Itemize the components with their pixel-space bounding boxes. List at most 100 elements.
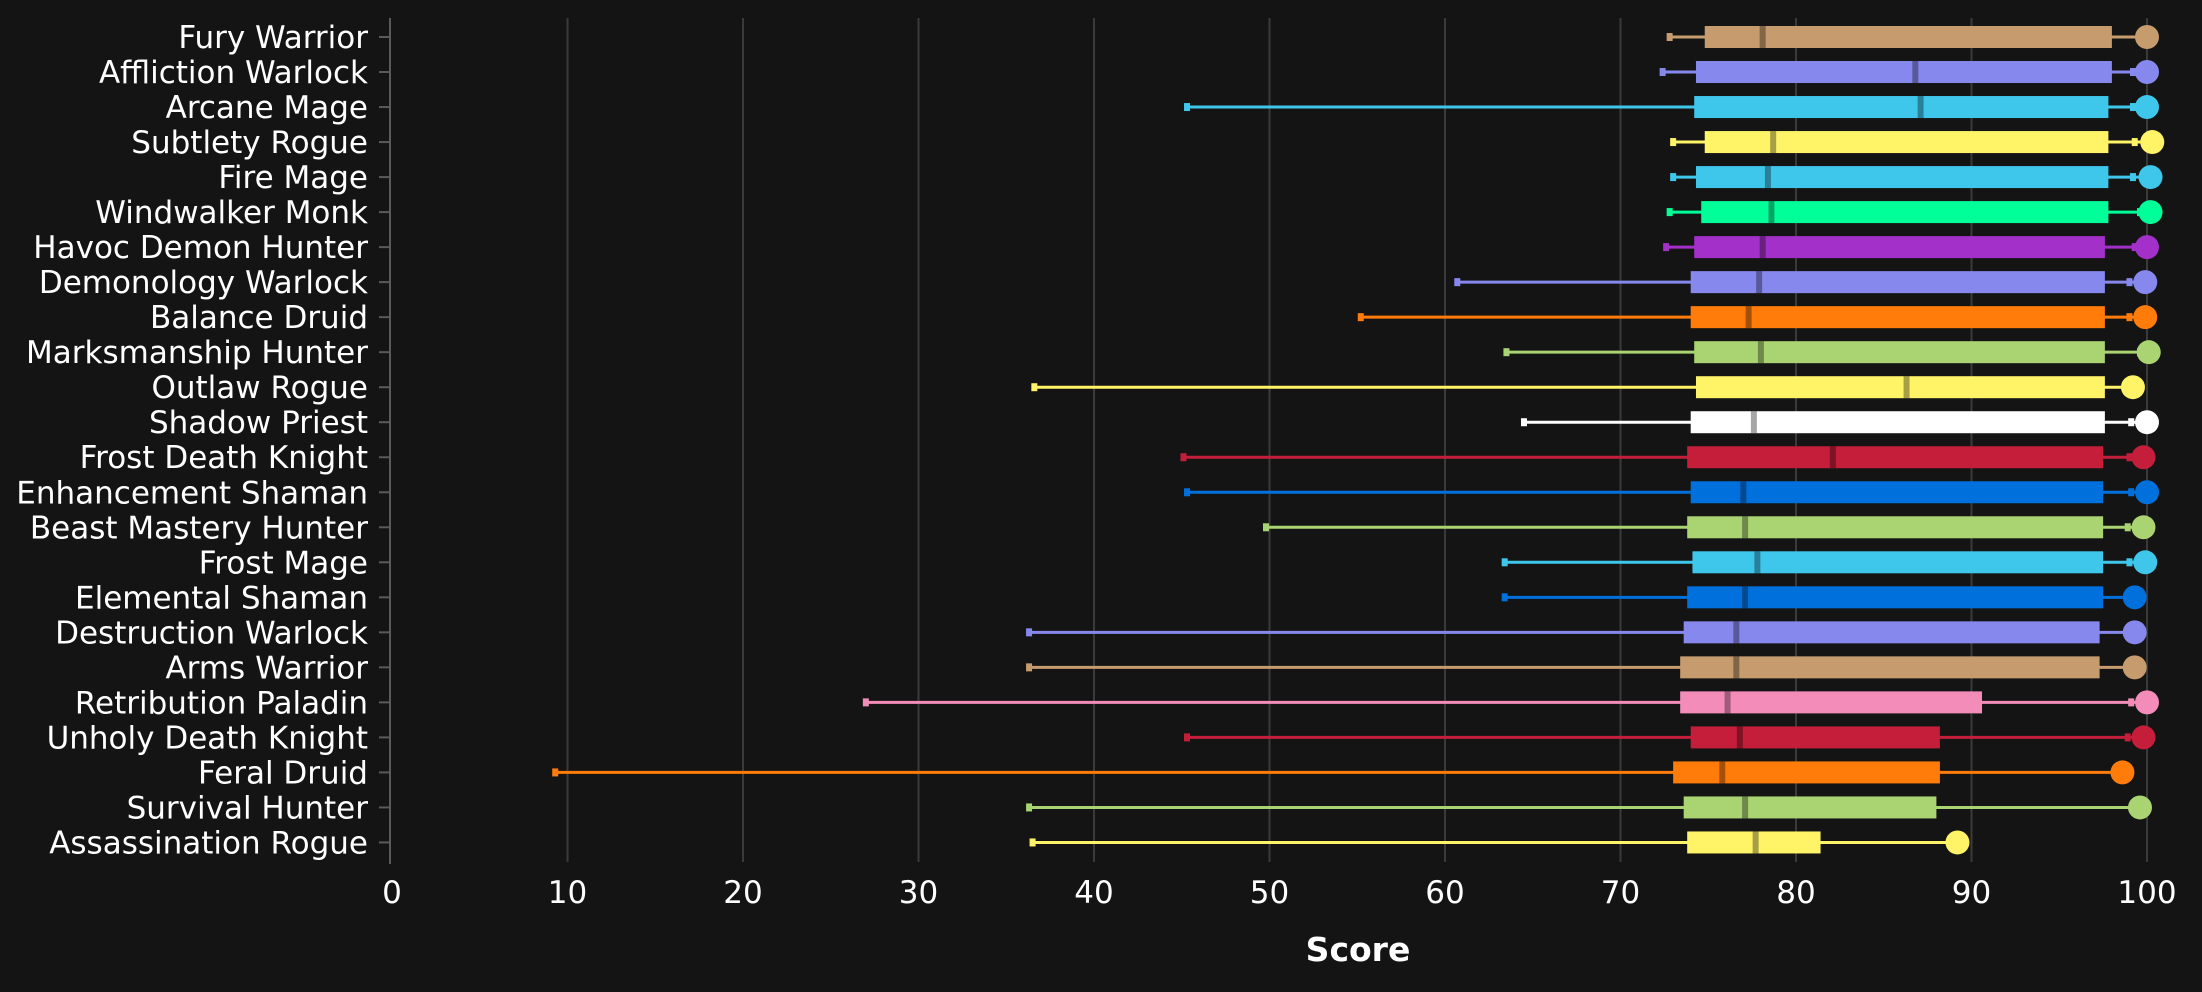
min-cap-shadow-priest [1520,418,1527,427]
min-cap-havoc-demon-hunter [1663,243,1670,252]
box-fury-warrior [1666,25,2159,49]
box-beast-mastery-hunter [1262,515,2156,540]
iqr-box-arms-warrior [1680,656,2100,679]
box-subtlety-rogue [1670,130,2165,155]
category-label-retribution-paladin: Retribution Paladin [75,685,368,721]
max-dot-outlaw-rogue [2120,375,2145,400]
high-cap-unholy-death-knight [2124,733,2131,742]
box-elemental-shaman [1501,585,2147,610]
median-arms-warrior [1733,656,1740,679]
box-feral-druid [552,760,2135,785]
category-label-assassination-rogue: Assassination Rogue [49,825,368,861]
box-retribution-paladin [862,690,2159,715]
x-tick-labels: 0 10 20 30 40 50 60 70 80 90 100 [382,875,2176,911]
max-dot-demonology-warlock [2133,270,2158,295]
x-tick-label-0: 0 [382,875,402,911]
category-label-affliction-warlock: Affliction Warlock [99,55,368,91]
box-survival-hunter [1026,795,2152,820]
median-shadow-priest [1750,411,1757,434]
median-outlaw-rogue [1903,376,1910,399]
median-subtlety-rogue [1770,131,1777,154]
min-cap-destruction-warlock [1026,628,1033,637]
grid-lines [566,18,2148,862]
median-affliction-warlock [1912,61,1919,84]
max-dot-arcane-mage [2135,95,2159,120]
min-cap-fire-mage [1670,173,1677,182]
median-retribution-paladin [1724,691,1731,714]
min-cap-beast-mastery-hunter [1262,523,1269,532]
box-windwalker-monk [1666,200,2163,225]
x-tick-label-90: 90 [1952,875,1991,911]
iqr-box-beast-mastery-hunter [1687,516,2104,539]
iqr-box-destruction-warlock [1683,621,2100,644]
iqr-box-arcane-mage [1694,96,2109,119]
median-demonology-warlock [1756,271,1763,294]
category-label-arcane-mage: Arcane Mage [166,90,368,126]
median-assassination-rogue [1752,831,1759,854]
category-label-destruction-warlock: Destruction Warlock [55,615,368,651]
box-balance-druid [1357,305,2158,330]
box-enhancement-shaman [1184,480,2159,505]
min-cap-frost-death-knight [1180,453,1187,462]
min-cap-elemental-shaman [1501,593,1508,602]
max-dot-windwalker-monk [2138,200,2163,225]
iqr-box-elemental-shaman [1687,586,2104,609]
boxes [552,25,2165,855]
category-label-arms-warrior: Arms Warrior [165,650,368,686]
min-cap-marksmanship-hunter [1503,348,1510,357]
median-unholy-death-knight [1736,726,1743,749]
max-dot-frost-mage [2133,550,2158,575]
min-cap-demonology-warlock [1454,278,1461,287]
max-dot-fury-warrior [2135,25,2159,49]
iqr-box-balance-druid [1690,306,2105,329]
category-label-outlaw-rogue: Outlaw Rogue [151,370,368,406]
x-tick-label-60: 60 [1425,875,1464,911]
x-tick-label-30: 30 [899,875,938,911]
max-dot-arms-warrior [2122,655,2147,680]
category-label-fury-warrior: Fury Warrior [178,20,368,56]
min-cap-frost-mage [1501,558,1508,567]
iqr-box-subtlety-rogue [1704,131,2109,154]
iqr-box-assassination-rogue [1687,831,1821,854]
min-cap-windwalker-monk [1666,208,1673,217]
max-dot-unholy-death-knight [2131,725,2156,750]
median-marksmanship-hunter [1757,341,1764,364]
min-cap-unholy-death-knight [1184,733,1191,742]
high-cap-retribution-paladin [2128,698,2135,707]
x-tick-label-80: 80 [1776,875,1815,911]
category-label-feral-druid: Feral Druid [198,755,368,791]
max-dot-beast-mastery-hunter [2131,515,2156,540]
min-cap-subtlety-rogue [1670,138,1677,147]
iqr-box-fury-warrior [1704,26,2112,48]
category-label-elemental-shaman: Elemental Shaman [75,580,368,616]
median-havoc-demon-hunter [1759,236,1766,259]
box-demonology-warlock [1454,270,2158,295]
x-axis-title: Score [1306,930,1411,969]
iqr-box-marksmanship-hunter [1694,341,2105,364]
box-shadow-priest [1520,410,2159,435]
category-label-fire-mage: Fire Mage [218,160,368,196]
x-tick-label-10: 10 [548,875,587,911]
max-dot-balance-druid [2133,305,2158,330]
median-frost-mage [1754,551,1761,574]
high-cap-beast-mastery-hunter [2124,523,2131,532]
iqr-box-shadow-priest [1690,411,2105,434]
median-elemental-shaman [1742,586,1749,609]
category-label-frost-death-knight: Frost Death Knight [80,440,368,476]
min-cap-arms-warrior [1026,663,1033,672]
median-fire-mage [1764,166,1771,189]
high-cap-frost-mage [2126,558,2133,567]
iqr-box-enhancement-shaman [1690,481,2104,504]
max-dot-destruction-warlock [2122,620,2147,645]
max-dot-subtlety-rogue [2140,130,2165,155]
high-cap-subtlety-rogue [2131,138,2138,147]
min-cap-affliction-warlock [1659,68,1666,77]
high-cap-arcane-mage [2129,103,2136,112]
max-dot-elemental-shaman [2122,585,2147,610]
category-label-subtlety-rogue: Subtlety Rogue [131,125,368,161]
iqr-box-windwalker-monk [1701,201,2109,224]
category-label-survival-hunter: Survival Hunter [127,790,369,826]
iqr-box-unholy-death-knight [1690,726,1940,749]
